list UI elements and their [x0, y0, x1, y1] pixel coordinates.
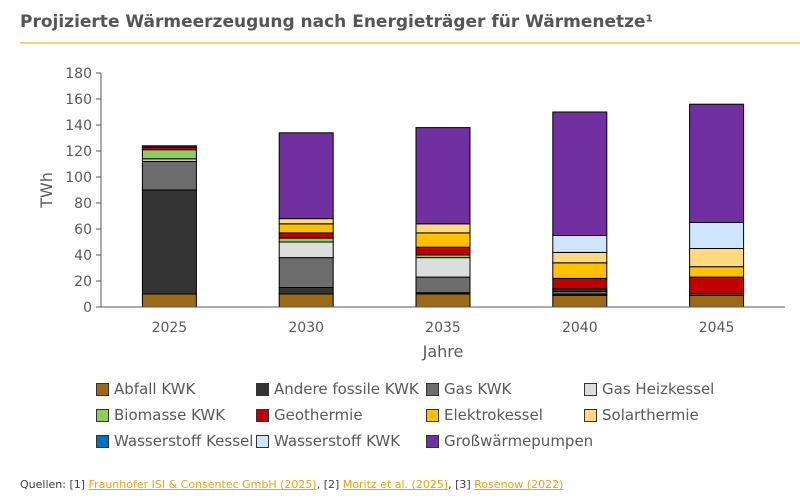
chart-title: Projizierte Wärmeerzeugung nach Energiet… — [20, 12, 654, 32]
bar-segment — [278, 218, 334, 225]
legend-label: Geothermie — [274, 406, 363, 424]
bar-segment — [689, 248, 745, 268]
x-axis-label: Jahre — [422, 342, 464, 361]
bar-segment — [552, 262, 608, 279]
legend-label: Gas Heizkessel — [602, 380, 715, 398]
sources-separator-3: , [3] — [448, 478, 475, 491]
legend-swatch — [426, 408, 439, 422]
legend-label: Elektrokessel — [444, 406, 543, 424]
y-tick-label: 0 — [83, 300, 92, 316]
bar-segment — [415, 232, 471, 248]
bar-segment — [278, 232, 334, 239]
x-tick-label: 2035 — [425, 320, 461, 336]
legend-swatch — [256, 382, 269, 396]
y-tick-label: 20 — [74, 274, 92, 290]
bar-segment — [552, 111, 608, 236]
bar-segment — [141, 145, 197, 148]
legend-item: Wasserstoff Kessel — [96, 430, 256, 452]
legend-label: Abfall KWK — [114, 380, 196, 398]
legend-label: Gas KWK — [444, 380, 512, 398]
bar-segment — [689, 103, 745, 223]
bar-segment — [552, 277, 608, 290]
bar-segment — [415, 127, 471, 225]
y-tick-label: 160 — [65, 92, 92, 108]
bar-segment — [689, 294, 745, 308]
legend-swatch — [584, 408, 597, 422]
legend-item: Elektrokessel — [426, 404, 584, 426]
source-link-rosenow[interactable]: Rosenow (2022) — [474, 478, 564, 491]
bar-segment — [689, 222, 745, 249]
bar-segment — [415, 257, 471, 278]
bar-segment — [415, 223, 471, 234]
legend-item: Andere fossile KWK — [256, 378, 426, 400]
bar-segment — [689, 266, 745, 278]
bar-segment — [415, 276, 471, 294]
legend-label: Biomasse KWK — [114, 406, 226, 424]
bar-segment — [552, 235, 608, 253]
bar-segment — [415, 246, 471, 256]
legend-label: Andere fossile KWK — [274, 380, 419, 398]
y-tick-label: 40 — [74, 248, 92, 264]
bar-segment — [689, 276, 745, 295]
legend-item: Gas Heizkessel — [584, 378, 754, 400]
bar-segment — [552, 294, 608, 308]
bar-segment — [141, 293, 197, 308]
chart-legend: Abfall KWK Andere fossile KWK Gas KWK Gas H… — [96, 378, 796, 452]
legend-swatch — [256, 408, 269, 422]
legend-label: Solarthermie — [602, 406, 699, 424]
bar-segment — [141, 160, 197, 191]
title-underline — [20, 42, 800, 44]
legend-label: Großwärmepumpen — [444, 432, 594, 450]
legend-swatch — [426, 382, 439, 396]
x-tick-label: 2025 — [152, 320, 188, 336]
legend-swatch — [584, 382, 597, 396]
y-axis-label: TWh — [37, 172, 56, 209]
legend-swatch — [256, 434, 269, 448]
sources-prefix: Quellen: [1] — [20, 478, 89, 491]
y-tick-label: 140 — [65, 118, 92, 134]
sources-line: Quellen: [1] Fraunhofer ISI & Consentec … — [20, 478, 563, 491]
bar-segment — [278, 293, 334, 308]
bar-segment — [278, 257, 334, 289]
legend-swatch — [96, 434, 109, 448]
legend-label: Wasserstoff Kessel — [114, 432, 254, 450]
bar-segment — [278, 132, 334, 220]
legend-item: Biomasse KWK — [96, 404, 256, 426]
legend-item: Abfall KWK — [96, 378, 256, 400]
legend-swatch — [426, 434, 439, 448]
legend-swatch — [96, 382, 109, 396]
bar-segment — [278, 241, 334, 259]
legend-label: Wasserstoff KWK — [274, 432, 401, 450]
sources-separator-2: , [2] — [316, 478, 343, 491]
y-tick-label: 180 — [65, 66, 92, 82]
legend-item: Solarthermie — [584, 404, 754, 426]
y-tick-label: 100 — [65, 170, 92, 186]
bar-segment — [141, 189, 197, 295]
bar-segment — [141, 149, 197, 160]
source-link-fraunhofer[interactable]: Fraunhofer ISI & Consentec GmbH (2025) — [88, 478, 317, 491]
x-tick-label: 2040 — [562, 320, 598, 336]
source-link-moritz[interactable]: Moritz et al. (2025) — [342, 478, 449, 491]
bar-segment — [415, 293, 471, 308]
legend-item: Wasserstoff KWK — [256, 430, 426, 452]
y-tick-label: 60 — [74, 222, 92, 238]
y-tick-label: 120 — [65, 144, 92, 160]
legend-item: Gas KWK — [426, 378, 584, 400]
legend-swatch — [96, 408, 109, 422]
x-tick-label: 2045 — [699, 320, 735, 336]
bar-segment — [278, 237, 334, 243]
bar-segment — [278, 223, 334, 234]
y-tick-label: 80 — [74, 196, 92, 212]
legend-item: Geothermie — [256, 404, 426, 426]
bar-segment — [278, 287, 334, 295]
legend-item: Großwärmepumpen — [426, 430, 593, 452]
x-tick-label: 2030 — [288, 320, 324, 336]
bar-segment — [552, 251, 608, 264]
